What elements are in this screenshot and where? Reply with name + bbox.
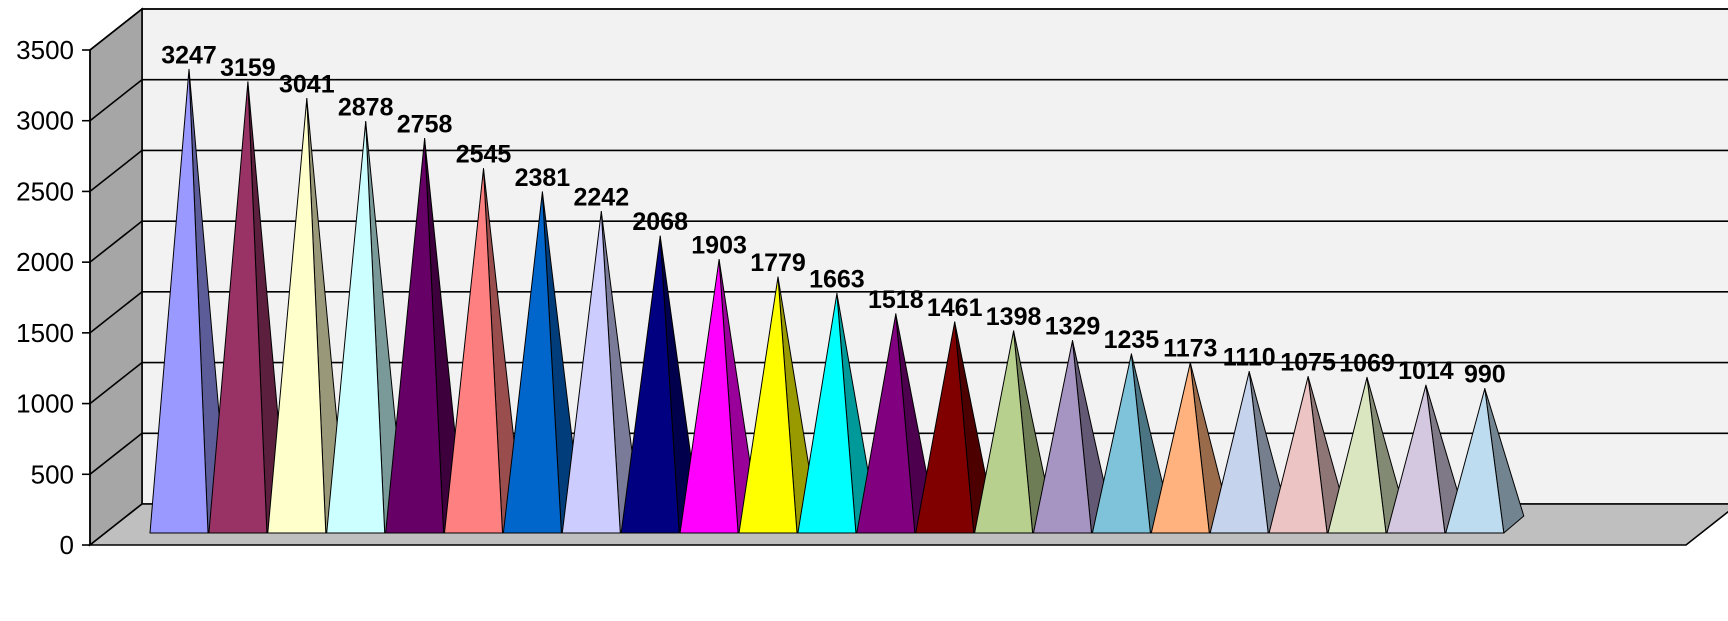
pyramid-front-face bbox=[1445, 388, 1505, 534]
data-label: 1518 bbox=[868, 286, 924, 314]
pyramid-front-face bbox=[1268, 376, 1328, 534]
y-tick-label: 2500 bbox=[16, 176, 74, 206]
pyramid-front-face bbox=[915, 321, 975, 534]
gridline-depth bbox=[89, 79, 143, 122]
y-tick-label: 2000 bbox=[16, 247, 74, 277]
y-tick-label: 1000 bbox=[16, 389, 74, 419]
pyramid-bar bbox=[1091, 353, 1171, 534]
pyramid-bar bbox=[267, 98, 347, 534]
data-label: 2068 bbox=[632, 208, 688, 236]
gridline-depth bbox=[89, 8, 143, 51]
pyramid-bar bbox=[974, 330, 1054, 534]
pyramid-front-face bbox=[797, 292, 857, 534]
data-label: 1398 bbox=[986, 303, 1042, 331]
pyramid-front-face bbox=[502, 191, 562, 534]
pyramid-bar bbox=[856, 313, 936, 534]
data-label: 1663 bbox=[809, 265, 865, 293]
data-label: 1173 bbox=[1163, 335, 1217, 363]
pyramid-bar bbox=[1209, 371, 1289, 534]
gridline-depth bbox=[89, 149, 143, 193]
gridline-depth bbox=[89, 220, 143, 263]
pyramid-front-face bbox=[561, 211, 621, 534]
data-label: 2545 bbox=[456, 141, 512, 169]
data-label: 1014 bbox=[1398, 357, 1454, 385]
data-label: 990 bbox=[1464, 361, 1506, 389]
pyramid-bar bbox=[208, 81, 288, 534]
pyramid-bar bbox=[561, 211, 641, 534]
y-tick-label: 500 bbox=[31, 459, 74, 489]
y-tick-label: 3500 bbox=[16, 35, 74, 65]
pyramid-front-face bbox=[385, 138, 445, 534]
data-label: 2242 bbox=[573, 184, 629, 212]
pyramid-bar bbox=[738, 276, 818, 534]
data-labels: 3247 315930412878275825452381224220681903… bbox=[161, 41, 1505, 388]
data-label: 3247 bbox=[161, 41, 217, 69]
gridline-depth bbox=[89, 361, 143, 405]
data-label: 3041 bbox=[279, 71, 335, 99]
data-label: 2381 bbox=[515, 164, 571, 192]
data-label: 1461 bbox=[927, 294, 983, 322]
data-label: 2878 bbox=[338, 94, 394, 122]
data-label: 1110 bbox=[1223, 344, 1276, 372]
pyramid-front-face bbox=[1386, 384, 1446, 534]
pyramid-front-face bbox=[738, 276, 798, 534]
pyramid-bar bbox=[1150, 362, 1230, 534]
data-label: 2758 bbox=[397, 111, 453, 139]
pyramid-front-face bbox=[208, 81, 268, 534]
y-axis: 0 500 1000 1500 2000 2500 3000 3500 bbox=[16, 35, 91, 560]
pyramid-front-face bbox=[1033, 340, 1092, 534]
data-label: 3159 bbox=[220, 54, 276, 82]
pyramid-bar bbox=[915, 321, 995, 534]
y-tick-label: 0 bbox=[60, 530, 74, 560]
pyramid-front-face bbox=[149, 68, 209, 534]
pyramid-front-face bbox=[1150, 362, 1210, 534]
data-label: 1903 bbox=[691, 231, 747, 259]
gridline-depth bbox=[89, 432, 143, 475]
pyramid-bar bbox=[797, 292, 877, 534]
data-label: 1069 bbox=[1339, 349, 1395, 377]
pyramid-bar bbox=[1386, 384, 1466, 534]
pyramid-front-face bbox=[444, 168, 503, 534]
pyramid-front-face bbox=[620, 235, 680, 534]
pyramid-front-face bbox=[326, 121, 386, 534]
data-label: 1779 bbox=[750, 249, 806, 277]
pyramid-bar bbox=[1445, 388, 1525, 534]
pyramid-front-face bbox=[1327, 376, 1387, 534]
pyramid-bar bbox=[679, 258, 759, 534]
pyramid-front-face bbox=[267, 98, 327, 534]
pyramid-bar bbox=[620, 235, 700, 534]
data-label: 1075 bbox=[1280, 349, 1336, 377]
pyramid-front-face bbox=[856, 313, 916, 534]
y-tick-label: 3000 bbox=[16, 106, 74, 136]
pyramid-front-face bbox=[974, 330, 1034, 534]
data-label: 1235 bbox=[1104, 326, 1160, 354]
gridline-depth bbox=[89, 291, 143, 334]
pyramid-bar bbox=[502, 191, 582, 534]
side-wall bbox=[89, 7, 143, 547]
y-tick-label: 1500 bbox=[16, 318, 74, 348]
pyramid-bar bbox=[326, 121, 406, 534]
pyramid-front-face bbox=[1091, 353, 1151, 534]
pyramid-bars bbox=[149, 68, 1525, 534]
pyramid-front-face bbox=[679, 258, 739, 534]
pyramid-bar bbox=[444, 168, 523, 534]
data-label: 1329 bbox=[1045, 313, 1101, 341]
pyramid-front-face bbox=[1209, 371, 1269, 534]
